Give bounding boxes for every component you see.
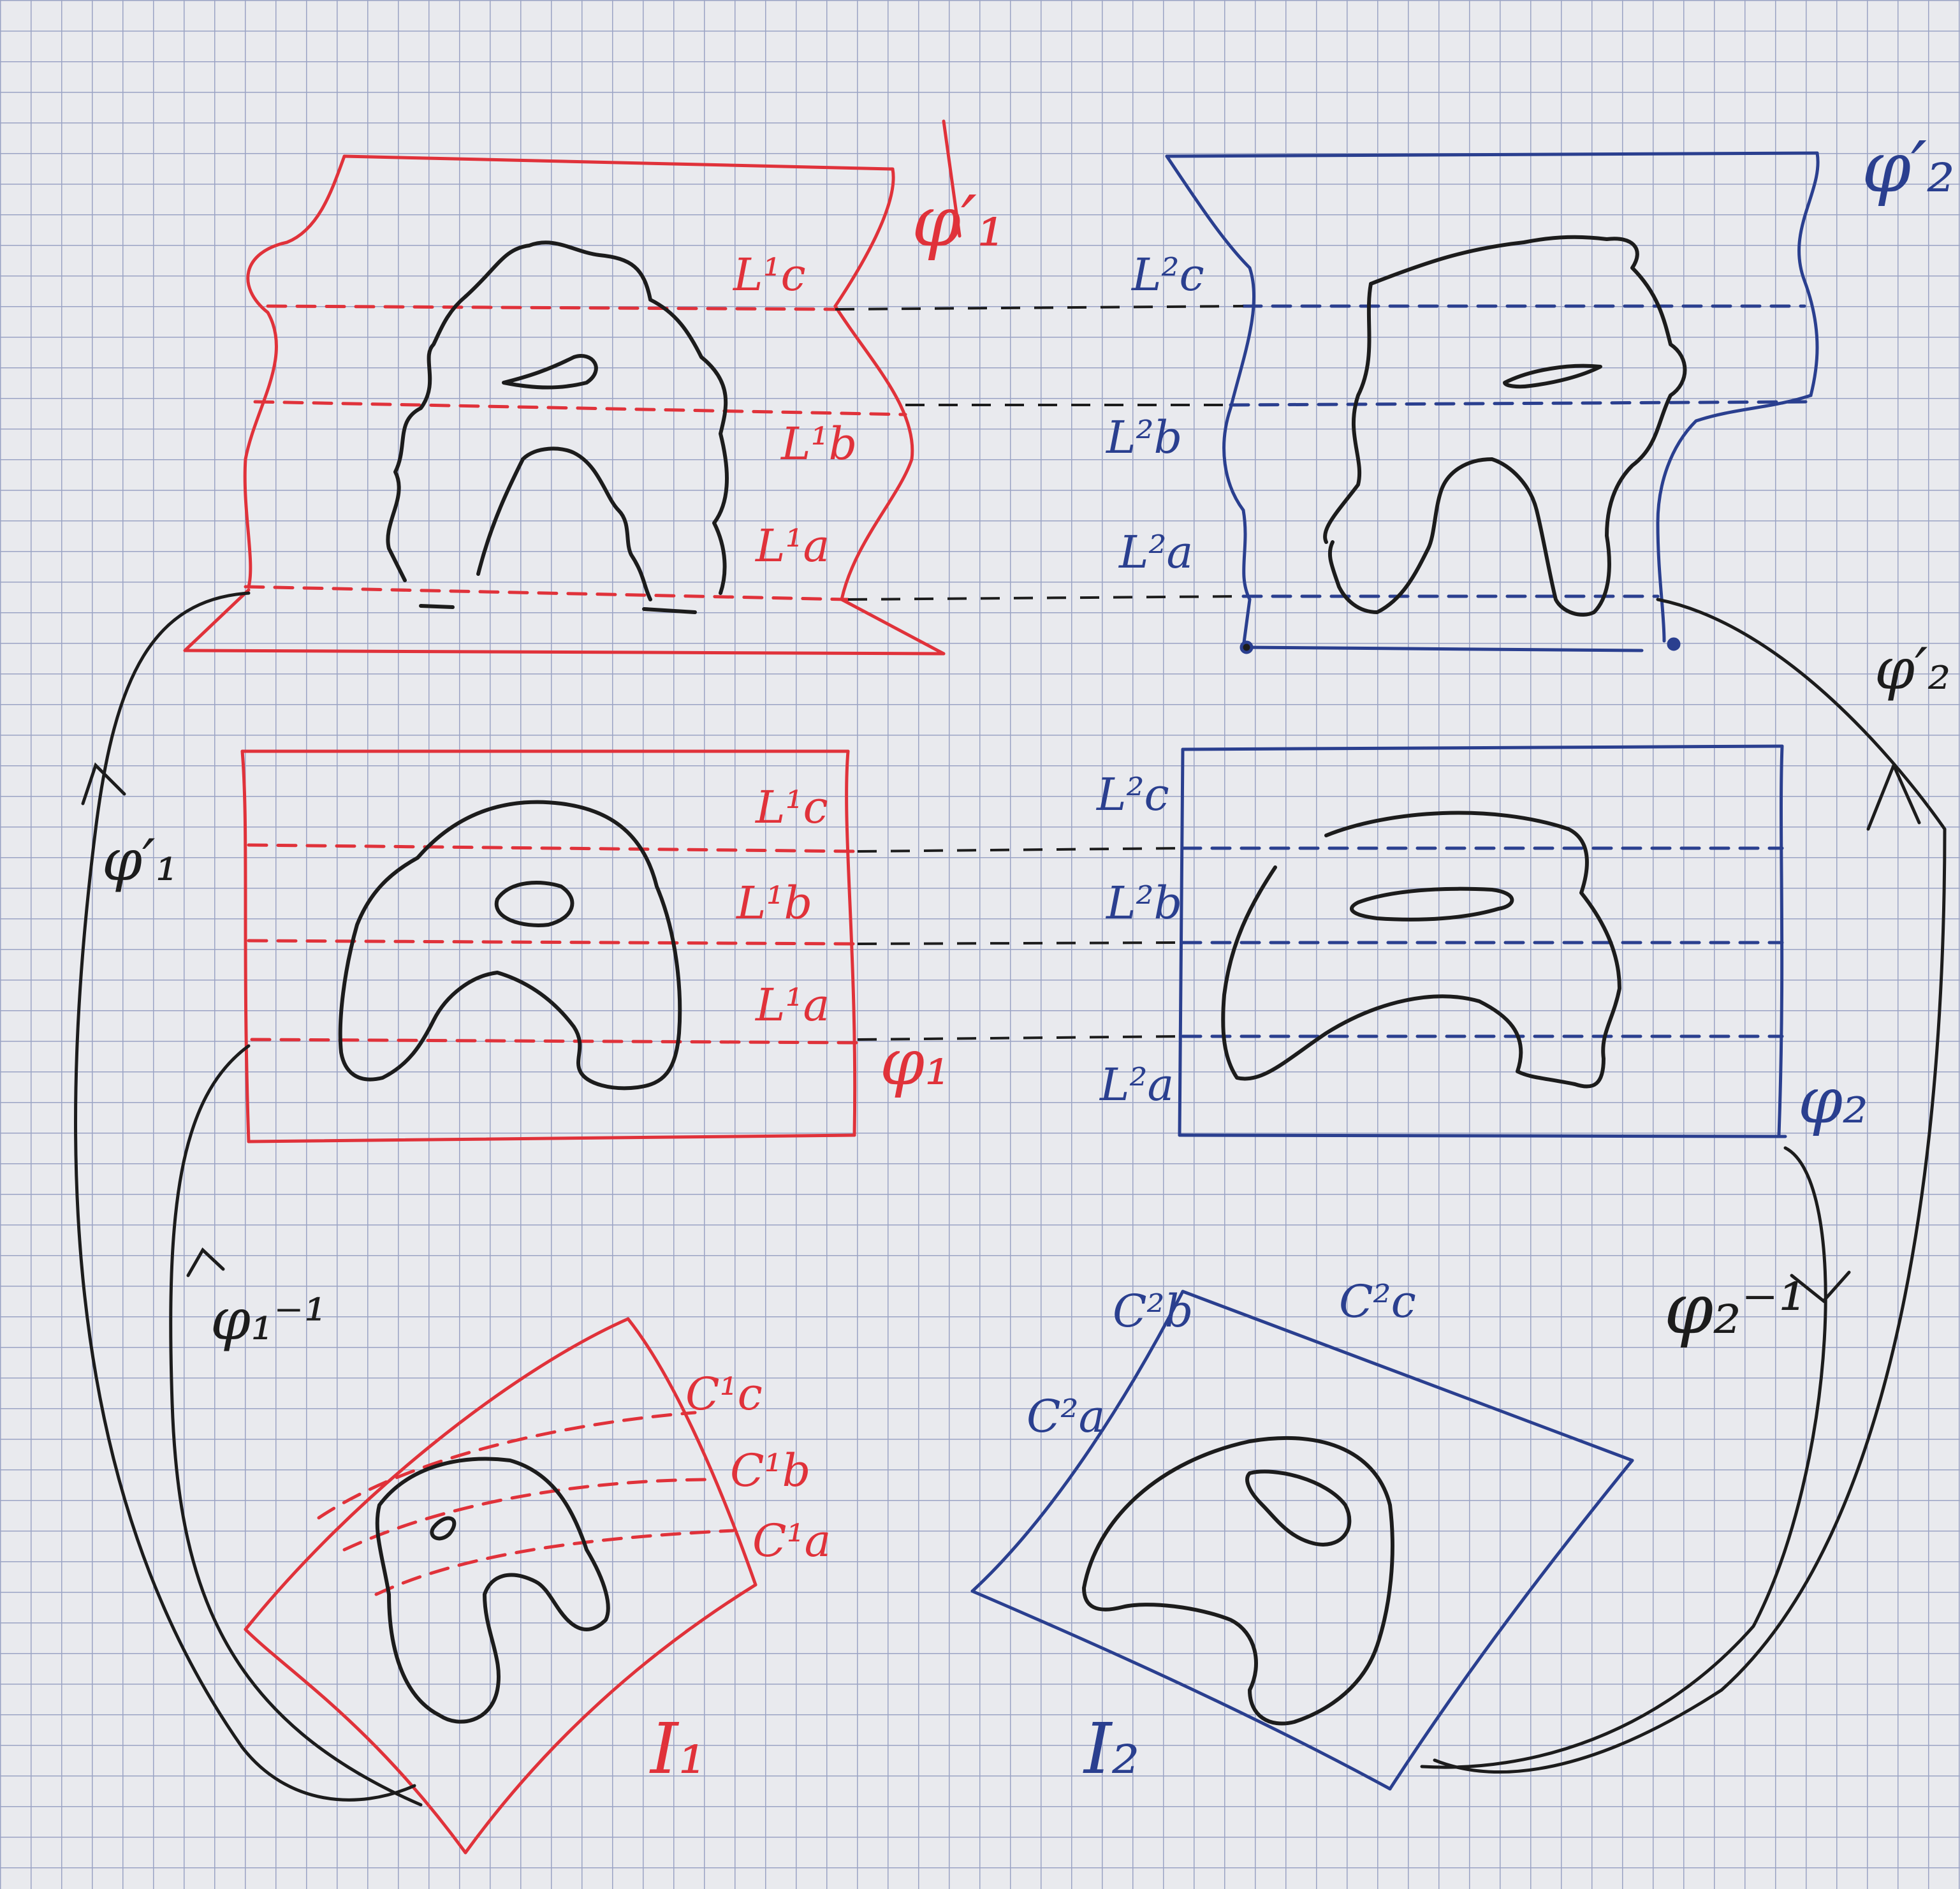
blue-canonical-shape (1221, 811, 1621, 1089)
phi2-inverse-label: φ₂⁻¹ (1664, 1268, 1806, 1349)
blue-top-Lb-label: L²b (1105, 411, 1182, 464)
phi2-label: φ₂ (1798, 1063, 1868, 1138)
red-warped-panel (183, 119, 962, 656)
blue-image-panel (970, 1290, 1634, 1791)
blue-bottom-Cc-label: C²c (1339, 1275, 1416, 1328)
mapping-arrows (74, 591, 1947, 1807)
red-bottom-Cc-label: C¹c (685, 1368, 763, 1420)
blue-top-Lc-label: L²c (1130, 249, 1204, 301)
blue-bottom-Ca-label: C²a (1027, 1390, 1105, 1443)
blue-mid-Lb-label: L²b (1105, 877, 1182, 929)
blue-warped-shape (1323, 235, 1687, 617)
phi2-prime-right-label: φ′₂ (1875, 636, 1951, 703)
image-I2-label: I₂ (1083, 1708, 1140, 1790)
blue-warped-panel (1165, 151, 1820, 654)
phi1-prime-left-label: φ′₁ (102, 827, 179, 894)
blue-canonical-panel (1178, 744, 1787, 1138)
dashed-connectors (835, 305, 1244, 1041)
red-mid-La-label: L¹a (754, 979, 830, 1031)
red-mid-Lc-label: L¹c (754, 781, 828, 834)
phi1-inverse-label: φ₁⁻¹ (210, 1286, 327, 1353)
red-warped-shape (386, 240, 729, 614)
phi1-prime-top-label: φ′₁ (912, 180, 1005, 262)
blue-mid-La-label: L²a (1099, 1059, 1174, 1111)
red-canonical-shape (338, 800, 682, 1091)
red-mid-Lb-label: L¹b (735, 877, 812, 929)
red-image-shape (375, 1457, 610, 1724)
red-canonical-panel (240, 749, 859, 1143)
red-top-Lc-label: L¹c (732, 249, 806, 301)
phi2-prime-top-label: φ′₂ (1862, 126, 1955, 208)
red-bottom-Ca-label: C¹a (752, 1515, 831, 1567)
blue-top-La-label: L²a (1118, 526, 1193, 578)
blue-mid-Lc-label: L²c (1095, 768, 1169, 821)
red-image-panel (244, 1317, 757, 1855)
image-I1-label: I₁ (649, 1708, 706, 1790)
red-top-Lb-label: L¹b (780, 418, 857, 470)
phi1-label: φ₁ (880, 1025, 950, 1099)
red-top-La-label: L¹a (754, 520, 830, 572)
red-bottom-Cb-label: C¹b (730, 1444, 810, 1497)
blue-bottom-Cb-label: C²b (1113, 1285, 1193, 1337)
blue-image-shape (1082, 1436, 1394, 1726)
